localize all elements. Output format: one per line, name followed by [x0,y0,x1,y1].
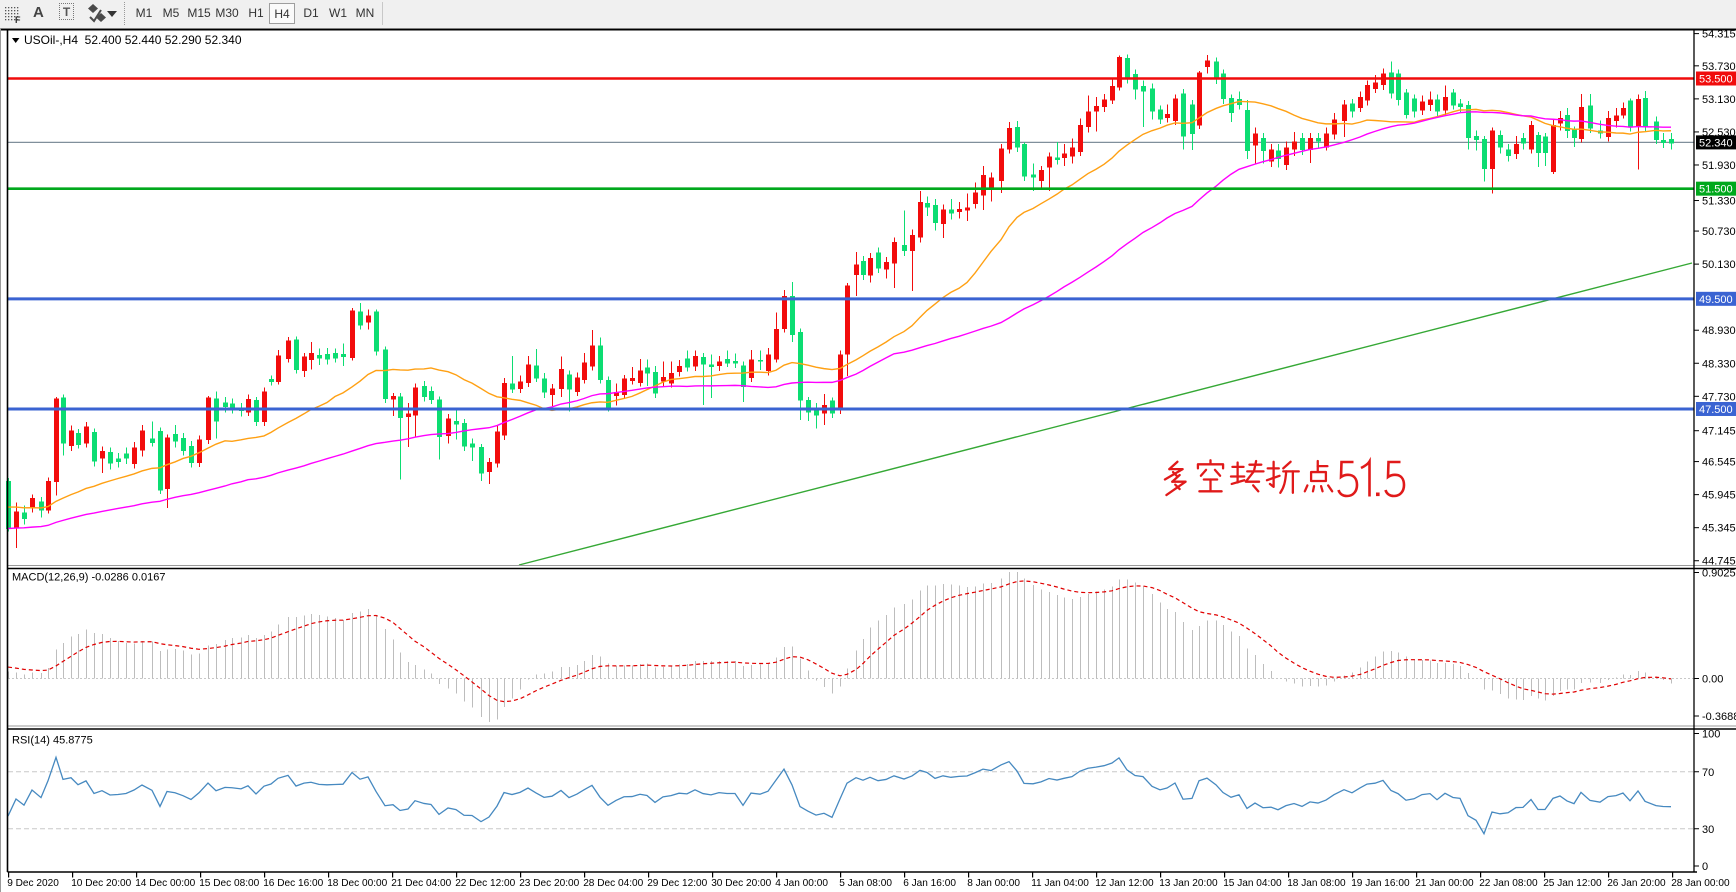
svg-text:5 Jan 08:00: 5 Jan 08:00 [839,878,892,889]
svg-text:52.340: 52.340 [1699,137,1733,149]
svg-text:28 Jan 00:00: 28 Jan 00:00 [1671,878,1730,889]
svg-text:14 Dec 00:00: 14 Dec 00:00 [135,878,195,889]
svg-text:45.945: 45.945 [1702,490,1736,502]
svg-text:53.500: 53.500 [1699,74,1733,86]
svg-text:53.130: 53.130 [1702,94,1736,106]
svg-text:0.9025: 0.9025 [1702,568,1736,580]
svg-text:100: 100 [1702,729,1720,741]
svg-text:48.330: 48.330 [1702,358,1736,370]
svg-text:29 Dec 12:00: 29 Dec 12:00 [647,878,707,889]
svg-text:11 Jan 04:00: 11 Jan 04:00 [1031,878,1089,889]
svg-text:9 Dec 2020: 9 Dec 2020 [7,878,59,889]
svg-text:21 Dec 04:00: 21 Dec 04:00 [391,878,451,889]
svg-text:45.345: 45.345 [1702,523,1736,535]
svg-text:23 Dec 20:00: 23 Dec 20:00 [519,878,579,889]
svg-text:28 Dec 04:00: 28 Dec 04:00 [583,878,643,889]
svg-text:15 Dec 08:00: 15 Dec 08:00 [199,878,259,889]
svg-text:12 Jan 12:00: 12 Jan 12:00 [1095,878,1154,889]
svg-text:30: 30 [1702,824,1714,836]
svg-text:10 Dec 20:00: 10 Dec 20:00 [71,878,131,889]
svg-text:4 Jan 00:00: 4 Jan 00:00 [775,878,828,889]
svg-text:47.145: 47.145 [1702,426,1736,438]
svg-text:51.500: 51.500 [1699,184,1733,196]
svg-text:F: F [15,15,21,25]
svg-text:25 Jan 12:00: 25 Jan 12:00 [1543,878,1602,889]
svg-text:46.545: 46.545 [1702,457,1736,469]
svg-text:50.130: 50.130 [1702,259,1736,271]
svg-text:50.730: 50.730 [1702,226,1736,238]
svg-text:0.00: 0.00 [1702,674,1723,686]
svg-text:MACD(12,26,9) -0.0286 0.0167: MACD(12,26,9) -0.0286 0.0167 [12,572,165,584]
svg-text:USOil-,H4 52.400 52.440 52.29: USOil-,H4 52.400 52.440 52.290 52.340 [24,33,242,47]
svg-text:22 Dec 12:00: 22 Dec 12:00 [455,878,515,889]
svg-text:16 Dec 16:00: 16 Dec 16:00 [263,878,323,889]
svg-text:47.730: 47.730 [1702,391,1736,403]
svg-text:-0.3688: -0.3688 [1702,711,1736,723]
svg-text:48.930: 48.930 [1702,325,1736,337]
svg-text:18 Jan 08:00: 18 Jan 08:00 [1287,878,1346,889]
svg-text:54.315: 54.315 [1702,29,1736,41]
svg-text:21 Jan 00:00: 21 Jan 00:00 [1415,878,1474,889]
svg-text:0: 0 [1702,861,1708,873]
svg-text:26 Jan 20:00: 26 Jan 20:00 [1607,878,1666,889]
svg-text:13 Jan 20:00: 13 Jan 20:00 [1159,878,1218,889]
svg-text:30 Dec 20:00: 30 Dec 20:00 [711,878,771,889]
svg-text:6 Jan 16:00: 6 Jan 16:00 [903,878,956,889]
svg-text:15 Jan 04:00: 15 Jan 04:00 [1223,878,1282,889]
svg-text:19 Jan 16:00: 19 Jan 16:00 [1351,878,1410,889]
svg-text:51.330: 51.330 [1702,196,1736,208]
svg-text:18 Dec 00:00: 18 Dec 00:00 [327,878,387,889]
svg-text:53.730: 53.730 [1702,61,1736,73]
svg-text:22 Jan 08:00: 22 Jan 08:00 [1479,878,1538,889]
svg-text:51.930: 51.930 [1702,160,1736,172]
svg-text:49.500: 49.500 [1699,294,1733,306]
svg-text:47.500: 47.500 [1699,404,1733,416]
svg-text:70: 70 [1702,767,1714,779]
svg-text:44.745: 44.745 [1702,556,1736,568]
svg-text:RSI(14) 45.8775: RSI(14) 45.8775 [12,735,93,747]
svg-text:8 Jan 00:00: 8 Jan 00:00 [967,878,1020,889]
